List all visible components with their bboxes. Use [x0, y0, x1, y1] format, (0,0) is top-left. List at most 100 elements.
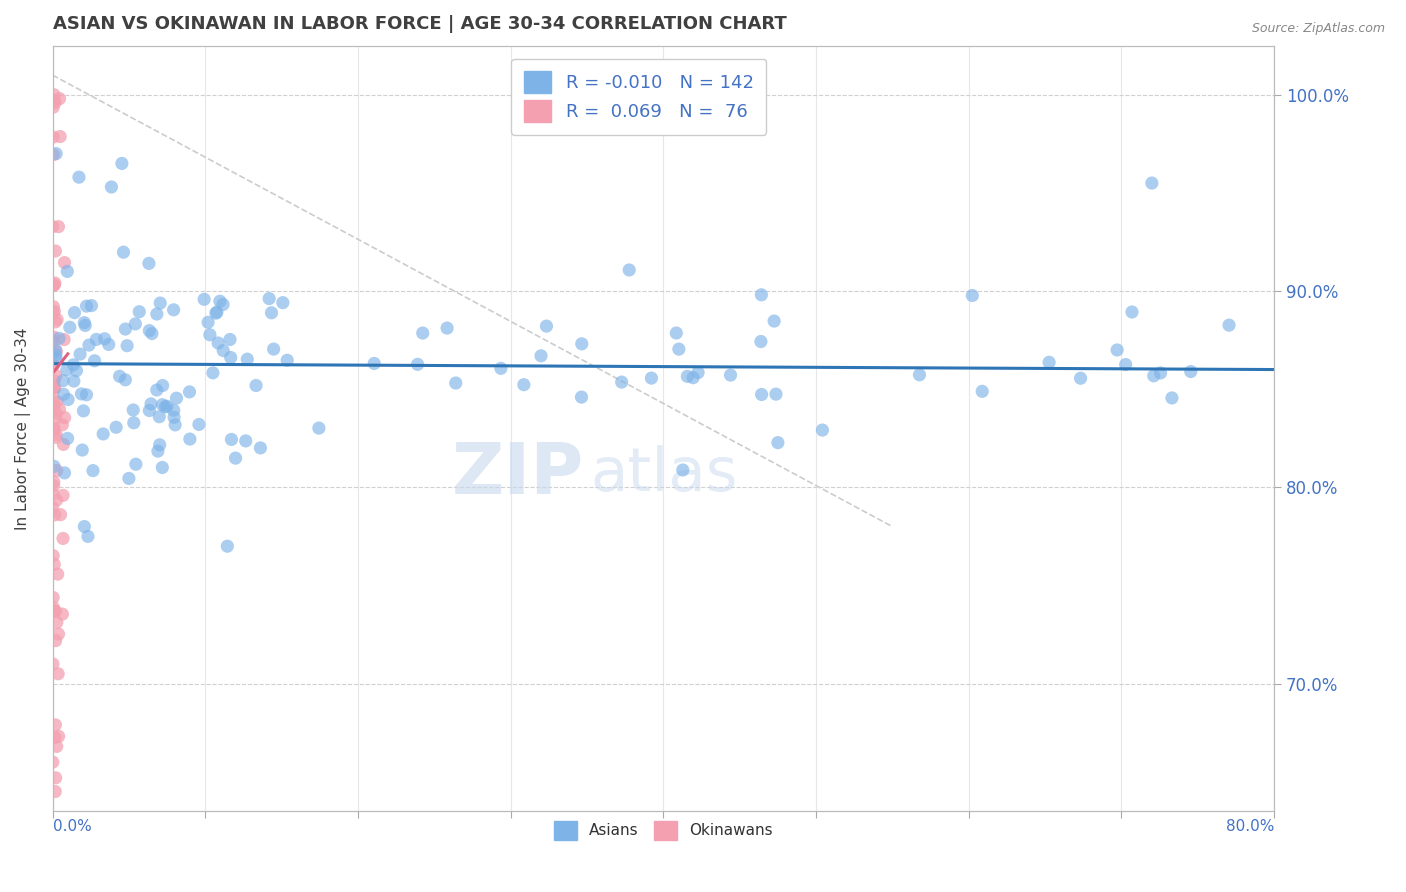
Point — [52, 532, 75, 546]
Point — [42, 604, 65, 618]
Point — [908, 368, 931, 382]
Point — [676, 369, 699, 384]
Point — [77, 529, 100, 543]
Point — [42, 479, 65, 493]
Point — [52, 374, 75, 388]
Point — [1115, 358, 1137, 372]
Point — [1149, 366, 1171, 380]
Point — [45, 394, 67, 409]
Point — [45, 343, 67, 357]
Point — [115, 339, 138, 353]
Point — [212, 343, 235, 358]
Point — [42, 404, 65, 418]
Point — [49, 508, 72, 522]
Point — [749, 334, 772, 349]
Point — [148, 409, 170, 424]
Point — [52, 437, 75, 451]
Point — [682, 370, 704, 384]
Point — [201, 366, 224, 380]
Point — [42, 422, 65, 436]
Point — [76, 299, 98, 313]
Point — [111, 156, 134, 170]
Point — [198, 327, 221, 342]
Y-axis label: In Labor Force | Age 30-34: In Labor Force | Age 30-34 — [15, 327, 31, 530]
Point — [138, 256, 160, 270]
Point — [41, 500, 63, 515]
Point — [146, 307, 169, 321]
Point — [80, 299, 103, 313]
Point — [59, 320, 82, 334]
Point — [150, 398, 173, 412]
Point — [45, 615, 67, 630]
Point — [100, 180, 122, 194]
Point — [56, 363, 79, 377]
Point — [70, 387, 93, 401]
Point — [146, 444, 169, 458]
Point — [156, 399, 179, 413]
Point — [42, 381, 65, 395]
Point — [260, 306, 283, 320]
Point — [139, 397, 162, 411]
Point — [219, 333, 242, 347]
Point — [1143, 368, 1166, 383]
Text: ZIP: ZIP — [451, 440, 583, 508]
Point — [45, 430, 67, 444]
Point — [42, 400, 65, 414]
Point — [536, 319, 558, 334]
Point — [42, 549, 65, 563]
Point — [207, 336, 229, 351]
Point — [75, 318, 97, 333]
Point — [765, 387, 787, 401]
Point — [1180, 365, 1202, 379]
Point — [42, 130, 65, 145]
Point — [205, 306, 228, 320]
Point — [76, 388, 98, 402]
Point — [42, 394, 65, 409]
Point — [128, 304, 150, 318]
Point — [45, 604, 67, 618]
Point — [720, 368, 742, 382]
Point — [86, 333, 108, 347]
Point — [42, 380, 65, 394]
Point — [63, 374, 86, 388]
Point — [530, 349, 553, 363]
Point — [46, 567, 69, 582]
Point — [42, 421, 65, 435]
Point — [444, 376, 467, 390]
Point — [48, 402, 70, 417]
Point — [63, 305, 86, 319]
Point — [53, 255, 76, 269]
Point — [406, 357, 429, 371]
Point — [962, 288, 984, 302]
Point — [42, 358, 65, 372]
Point — [165, 417, 187, 432]
Point — [162, 302, 184, 317]
Point — [1107, 343, 1129, 357]
Point — [44, 718, 66, 732]
Point — [141, 326, 163, 341]
Point — [42, 459, 65, 474]
Point — [69, 347, 91, 361]
Point — [44, 381, 66, 395]
Point — [49, 129, 72, 144]
Point — [46, 312, 69, 326]
Point — [688, 366, 710, 380]
Point — [53, 466, 76, 480]
Point — [1218, 318, 1240, 333]
Point — [114, 322, 136, 336]
Point — [42, 358, 65, 372]
Text: Source: ZipAtlas.com: Source: ZipAtlas.com — [1251, 22, 1385, 36]
Point — [45, 146, 67, 161]
Point — [205, 305, 228, 319]
Point — [245, 378, 267, 392]
Point — [249, 441, 271, 455]
Point — [44, 784, 66, 798]
Point — [52, 488, 75, 502]
Point — [179, 384, 201, 399]
Point — [114, 373, 136, 387]
Point — [77, 338, 100, 352]
Point — [42, 487, 65, 501]
Point — [138, 403, 160, 417]
Point — [412, 326, 434, 340]
Point — [42, 755, 65, 769]
